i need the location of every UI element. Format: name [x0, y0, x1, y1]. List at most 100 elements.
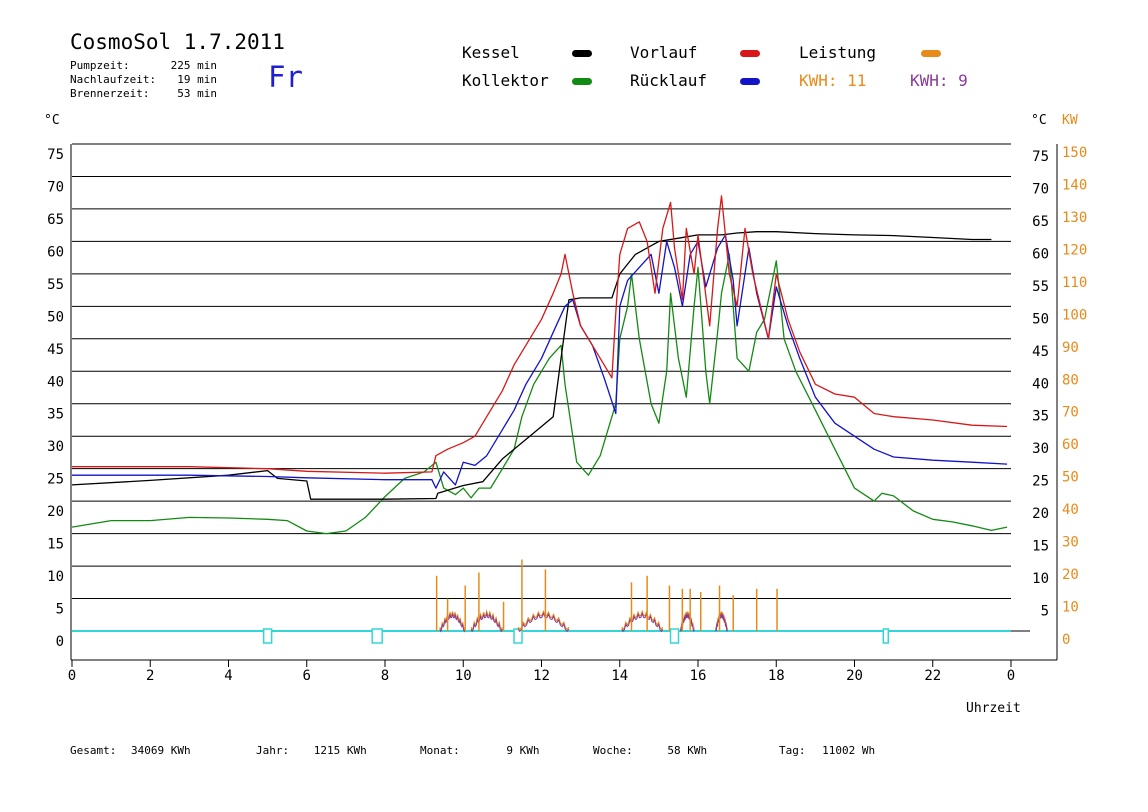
series-line-ruecklauf: [72, 234, 1008, 489]
kwh-hump: [715, 613, 728, 632]
x-tick-label: 2: [146, 668, 154, 684]
x-tick-label: 10: [455, 668, 472, 684]
footer-monat-label: Monat:: [420, 744, 460, 757]
y-right-tick-label: 10: [1032, 571, 1049, 587]
legend-ruecklauf-label: Rücklauf: [630, 71, 708, 90]
y-right-tick-label: 5: [1041, 604, 1049, 620]
y2-tick-label: 0: [1062, 632, 1070, 648]
info-pumpzeit: Pumpzeit: 225 min: [70, 59, 217, 72]
y2-tick-label: 110: [1062, 275, 1087, 291]
weekday-label: Fr: [268, 60, 303, 94]
x-tick-label: 20: [846, 668, 863, 684]
legend-vorlauf-swatch: [740, 50, 760, 57]
leistung-hump: [517, 609, 570, 631]
info-value: 225 min: [170, 59, 217, 72]
y2-tick-label: 30: [1062, 535, 1079, 551]
pump-marker: [882, 628, 890, 644]
kwh-hump: [470, 611, 503, 633]
y-tick-label: 35: [47, 407, 64, 423]
x-tick-label: 0: [1007, 668, 1015, 684]
x-axis-label: Uhrzeit: [966, 701, 1021, 716]
x-tick-label: 0: [68, 668, 76, 684]
footer-woche-value: 58 KWh: [667, 744, 708, 757]
kwh-hump: [517, 612, 570, 633]
kwh-hump: [621, 611, 664, 633]
y2-tick-label: 20: [1062, 567, 1079, 583]
footer-monat: Monat: 9 KWh: [420, 744, 540, 757]
x-tick-label: 4: [224, 668, 232, 684]
legend-kollektor-swatch: [572, 78, 592, 85]
info-label: Pumpzeit:: [70, 59, 130, 72]
info-value: 53 min: [177, 87, 217, 100]
footer-jahr: Jahr: 1215 KWh: [256, 744, 367, 757]
legend-ruecklauf-swatch: [740, 78, 760, 85]
legend-kollektor-label: Kollektor: [462, 71, 549, 90]
y-tick-label: 25: [47, 472, 64, 488]
y2-tick-label: 100: [1062, 307, 1087, 323]
y-right-tick-label: 25: [1032, 474, 1049, 490]
footer-woche-label: Woche:: [593, 744, 633, 757]
series-line-kessel: [71, 231, 992, 500]
y2-tick-label: 120: [1062, 242, 1087, 258]
y-tick-label: 30: [47, 439, 64, 455]
y-right-tick-label: 60: [1032, 246, 1049, 262]
y-tick-label: 60: [47, 244, 64, 260]
y2-tick-label: 130: [1062, 210, 1087, 226]
y-right-tick-label: 55: [1032, 279, 1049, 295]
right-axis-unit-kw: KW: [1062, 113, 1078, 128]
footer-gesamt-value: 34069 KWh: [130, 744, 191, 757]
y2-tick-label: 40: [1062, 502, 1079, 518]
pump-marker: [262, 628, 273, 644]
left-axis-unit: °C: [44, 113, 60, 128]
legend-kwh-purple: KWH: 9: [910, 71, 968, 90]
info-label: Nachlaufzeit:: [70, 73, 157, 86]
footer-tag: Tag: 11002 Wh: [779, 744, 875, 757]
y-tick-label: 15: [47, 537, 64, 553]
y2-tick-label: 60: [1062, 437, 1079, 453]
pump-marker: [669, 628, 680, 644]
x-tick-label: 12: [533, 668, 550, 684]
y-tick-label: 45: [47, 342, 64, 358]
footer-woche: Woche: 58 KWh: [593, 744, 707, 757]
footer-monat-value: 9 KWh: [506, 744, 540, 757]
kwh-hump: [439, 613, 466, 633]
y2-tick-label: 150: [1062, 145, 1087, 161]
info-label: Brennerzeit:: [70, 87, 150, 100]
y-tick-label: 40: [47, 374, 64, 390]
pump-marker: [513, 628, 523, 644]
y-tick-label: 55: [47, 277, 64, 293]
y-right-tick-label: 40: [1032, 376, 1049, 392]
legend-leistung-label: Leistung: [799, 43, 877, 62]
y2-tick-label: 70: [1062, 405, 1079, 421]
legend-kwh-orange: KWH: 11: [799, 71, 867, 90]
legend-vorlauf-label: Vorlauf: [630, 43, 698, 62]
y-tick-label: 20: [47, 504, 64, 520]
y-right-tick-label: 45: [1032, 344, 1049, 360]
x-tick-label: 14: [611, 668, 628, 684]
x-tick-label: 18: [768, 668, 785, 684]
footer-jahr-label: Jahr:: [256, 744, 290, 757]
right-axis-unit: °C: [1031, 113, 1047, 128]
y-tick-label: 0: [56, 634, 64, 650]
footer-gesamt-label: Gesamt:: [70, 744, 117, 757]
page-title: CosmoSol 1.7.2011: [70, 30, 285, 54]
y-tick-label: 50: [47, 309, 64, 325]
legend-kessel-label: Kessel: [462, 43, 520, 62]
y-right-tick-label: 15: [1032, 539, 1049, 555]
y-right-tick-label: 70: [1032, 181, 1049, 197]
footer-tag-value: 11002 Wh: [822, 744, 876, 757]
series-line-kollektor: [71, 253, 1008, 535]
y2-tick-label: 80: [1062, 372, 1079, 388]
y-right-tick-label: 75: [1032, 149, 1049, 165]
y2-tick-label: 90: [1062, 340, 1079, 356]
x-tick-label: 6: [303, 668, 311, 684]
y-tick-label: 75: [47, 147, 64, 163]
y-tick-label: 65: [47, 212, 64, 228]
y-right-tick-label: 30: [1032, 441, 1049, 457]
y-right-tick-label: 65: [1032, 214, 1049, 230]
x-tick-label: 8: [381, 668, 389, 684]
footer-jahr-value: 1215 KWh: [313, 744, 367, 757]
y2-tick-label: 10: [1062, 600, 1079, 616]
legend-kessel-swatch: [572, 50, 592, 57]
